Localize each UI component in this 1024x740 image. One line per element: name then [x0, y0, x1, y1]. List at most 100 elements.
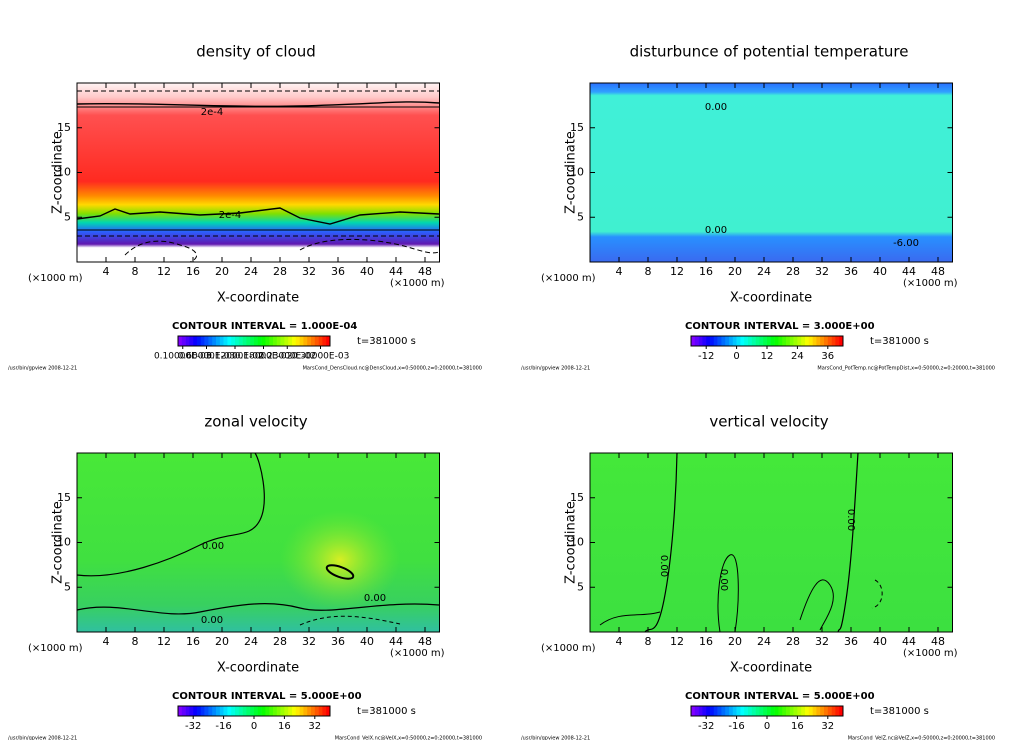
- x-tick-label: 44: [389, 265, 403, 278]
- panel: disturbunce of potential temperature 0.00…: [77, 43, 995, 372]
- colorbar-cell: [185, 336, 190, 346]
- colorbar-cell: [216, 336, 221, 346]
- x-tick-label: 20: [215, 635, 229, 648]
- colorbar-cell: [835, 706, 840, 716]
- colorbar-cell: [824, 706, 829, 716]
- colorbar-cell: [786, 706, 791, 716]
- colorbar-cell: [181, 706, 186, 716]
- colorbar-cell: [797, 706, 802, 716]
- colorbar-cell: [265, 706, 270, 716]
- colorbar-cell: [299, 336, 304, 346]
- contour-line: [644, 452, 678, 633]
- contour-label: 0.00: [202, 541, 224, 552]
- time-label: t=381000 s: [870, 336, 929, 347]
- y-tick-label: 15: [570, 121, 584, 134]
- contour-field: [590, 83, 953, 262]
- x-unit: (×1000 m): [541, 643, 596, 654]
- colorbar-cell: [276, 336, 281, 346]
- colorbar-cell: [755, 706, 760, 716]
- footer-left: /usr/bin/gpview 2008-12-21: [8, 366, 77, 372]
- colorbar-cell: [694, 706, 699, 716]
- colorbar-cell: [763, 336, 768, 346]
- colorbar-cell: [820, 336, 825, 346]
- x-tick-label: 28: [273, 265, 287, 278]
- x-tick-label: 40: [360, 635, 374, 648]
- panel-title: zonal velocity: [204, 413, 307, 431]
- contour-interval: CONTOUR INTERVAL = 1.000E-04: [172, 321, 357, 332]
- x-tick-label: 44: [902, 265, 916, 278]
- colorbar-cell: [197, 336, 202, 346]
- contour-label: 0.00: [845, 509, 856, 531]
- colorbar-tick-label: 36: [821, 351, 834, 362]
- colorbar-cell: [729, 706, 734, 716]
- x-tick-label: 16: [699, 265, 713, 278]
- x-tick-label: 48: [931, 635, 945, 648]
- colorbar-cell: [208, 706, 213, 716]
- panel-title: density of cloud: [196, 43, 316, 61]
- x-tick-label: 4: [616, 635, 623, 648]
- x-unit: (×1000 m): [390, 278, 445, 289]
- colorbar-cell: [292, 336, 297, 346]
- colorbar-cell: [759, 336, 764, 346]
- colorbar-cell: [827, 336, 832, 346]
- x-tick-label: 8: [645, 265, 652, 278]
- colorbar-cell: [284, 336, 289, 346]
- contour-lines: [76, 452, 440, 626]
- colorbar-tick-label: 0.60000E-03: [178, 352, 236, 362]
- x-tick-label: 40: [360, 265, 374, 278]
- colorbar-cell: [250, 706, 255, 716]
- x-tick-label: 12: [670, 635, 684, 648]
- y-tick-label: 15: [57, 491, 71, 504]
- contour-label: 2e-4: [201, 107, 224, 118]
- colorbar-tick-label: 0: [251, 721, 257, 732]
- colorbar-cell: [706, 336, 711, 346]
- colorbar-cell: [197, 706, 202, 716]
- contour-label: 0.00: [658, 555, 669, 577]
- contour-field: [77, 83, 440, 262]
- contour-line: [871, 579, 883, 609]
- colorbar-cell: [254, 706, 259, 716]
- x-tick-label: 8: [645, 635, 652, 648]
- colorbar-tick-label: 32: [308, 721, 321, 732]
- x-tick-label: 48: [418, 265, 432, 278]
- y-axis-label: Z-coordinate: [51, 131, 66, 214]
- x-unit: (×1000 m): [903, 648, 958, 659]
- contour-label: 0.00: [718, 569, 729, 591]
- x-tick-label: 12: [157, 265, 171, 278]
- colorbar-cell: [721, 336, 726, 346]
- contour-lines: [77, 90, 440, 263]
- footer-left: /usr/bin/gpview 2008-12-21: [521, 736, 590, 740]
- colorbar-cell: [231, 706, 236, 716]
- colorbar-cell: [326, 706, 331, 716]
- colorbar-cell: [280, 706, 285, 716]
- colorbar-cell: [805, 336, 810, 346]
- colorbar-cell: [805, 706, 810, 716]
- colorbar-cell: [759, 706, 764, 716]
- colorbar-cell: [299, 706, 304, 716]
- x-tick-label: 44: [902, 635, 916, 648]
- colorbar-tick-label: -32: [698, 721, 714, 732]
- x-tick-label: 8: [132, 265, 139, 278]
- x-tick-label: 12: [157, 635, 171, 648]
- colorbar-cell: [729, 336, 734, 346]
- colorbar-cell: [311, 336, 316, 346]
- colorbar-cell: [246, 706, 251, 716]
- colorbar-tick-label: 0.12000E-02: [206, 352, 264, 362]
- colorbar-cell: [751, 706, 756, 716]
- colorbar-cell: [782, 706, 787, 716]
- colorbar-cell: [314, 336, 319, 346]
- colorbar-cell: [702, 706, 707, 716]
- colorbar-frame: [177, 335, 331, 347]
- colorbar-cell: [227, 706, 232, 716]
- colorbar-tick-label: 0.23000E-02: [258, 352, 316, 362]
- colorbar-cell: [318, 336, 323, 346]
- colorbar-cell: [763, 706, 768, 716]
- colorbar-tick-label: 16: [278, 721, 291, 732]
- colorbar-cell: [235, 336, 240, 346]
- colorbar-cell: [238, 336, 243, 346]
- colorbar-tick-label: -12: [698, 351, 714, 362]
- colorbar-cell: [242, 706, 247, 716]
- colorbar-cell: [721, 706, 726, 716]
- y-tick-label: 10: [570, 166, 584, 179]
